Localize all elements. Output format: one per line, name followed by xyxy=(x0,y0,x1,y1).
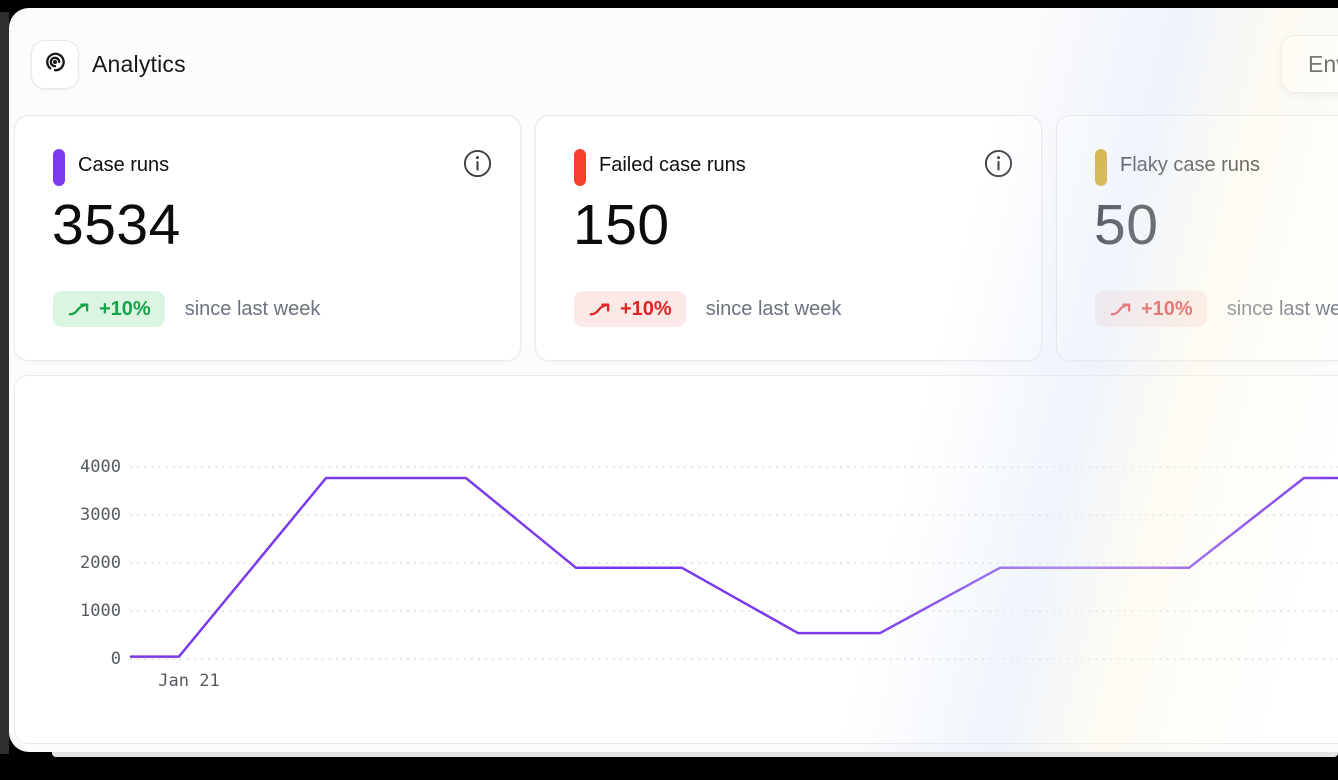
y-axis-tick-label: 0 xyxy=(110,649,121,669)
stat-card: Failed case runs 150 +10% since last wee… xyxy=(535,115,1042,361)
case-runs-chart-card: 0 1000 2000 3000 4000 Jan 21 xyxy=(14,375,1338,744)
card-accent-bar xyxy=(53,149,65,186)
y-axis-tick-label: 1000 xyxy=(80,601,121,621)
card-title: Flaky case runs xyxy=(1120,154,1261,176)
y-axis-tick-label: 3000 xyxy=(80,505,121,525)
card-title: Case runs xyxy=(78,154,170,176)
y-axis-tick-label: 4000 xyxy=(80,457,121,477)
trend-badge-label: +10% xyxy=(1141,297,1193,320)
card-value: 50 xyxy=(1094,193,1159,257)
card-accent-bar xyxy=(574,149,586,186)
trend-caption: since last week xyxy=(705,297,842,320)
card-value: 150 xyxy=(573,193,670,257)
info-icon[interactable] xyxy=(463,149,492,178)
card-accent-bar xyxy=(1095,149,1107,186)
card-value: 3534 xyxy=(52,193,181,257)
y-axis-tick-label: 2000 xyxy=(80,553,121,573)
currents-spiral-icon xyxy=(41,48,69,81)
trend-caption: since last week xyxy=(184,297,321,320)
stat-card: Case runs 3534 +10% since last week xyxy=(14,115,521,361)
card-title: Failed case runs xyxy=(599,154,746,176)
environment-dropdown-label: Env xyxy=(1308,50,1338,77)
trend-badge-label: +10% xyxy=(99,297,151,320)
trend-badge: +10% xyxy=(574,291,686,327)
info-icon[interactable] xyxy=(984,149,1013,178)
analytics-panel: Analytics Env Case runs 3534 +10% since … xyxy=(9,8,1338,752)
environment-dropdown-button[interactable]: Env xyxy=(1281,35,1338,93)
app-logo-button[interactable] xyxy=(31,40,79,89)
trend-badge: +10% xyxy=(53,291,165,327)
trending-up-icon xyxy=(67,298,90,321)
trending-up-icon xyxy=(1109,298,1132,321)
trending-up-icon xyxy=(588,298,611,321)
trend-badge: +10% xyxy=(1095,291,1207,327)
trend-badge-label: +10% xyxy=(620,297,672,320)
stat-card: Flaky case runs 50 +10% since last week xyxy=(1056,115,1338,361)
runs-chart-svg xyxy=(129,465,1338,661)
x-axis-tick-label: Jan 21 xyxy=(158,671,220,691)
trend-caption: since last week xyxy=(1226,297,1338,320)
page-title: Analytics xyxy=(92,51,186,77)
window-edge xyxy=(0,12,9,754)
chart-line-case-runs xyxy=(129,476,1338,658)
